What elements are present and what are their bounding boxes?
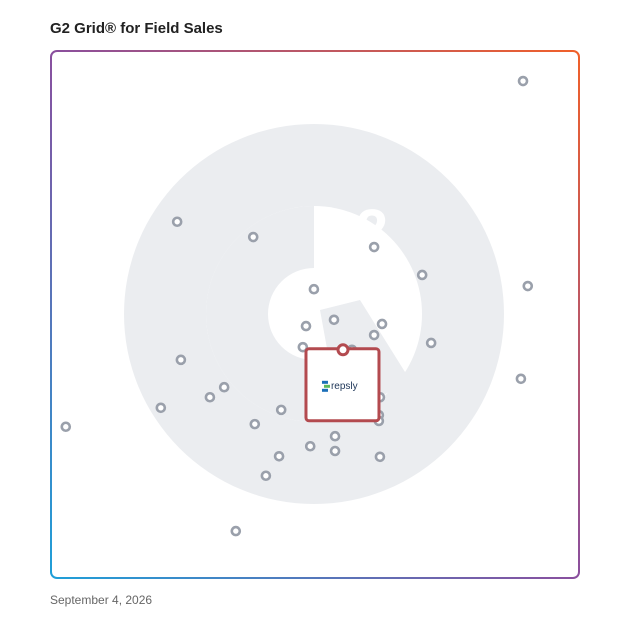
point: [329, 430, 341, 442]
logo-icon: [321, 380, 328, 384]
point: [517, 75, 529, 87]
highlight-label: repsly: [331, 381, 358, 392]
point: [515, 373, 527, 385]
point: [155, 402, 167, 414]
point: [374, 451, 386, 463]
point: [247, 231, 259, 243]
point: [249, 418, 261, 430]
point: [368, 241, 380, 253]
point: [260, 470, 272, 482]
highlight-point: [336, 343, 350, 357]
point: [171, 216, 183, 228]
point: [300, 320, 312, 332]
point: [416, 269, 428, 281]
svg-text:2: 2: [356, 198, 388, 263]
point: [204, 391, 216, 403]
point: [297, 341, 309, 353]
point: [175, 354, 187, 366]
point: [230, 525, 242, 537]
point: [304, 440, 316, 452]
point: [273, 450, 285, 462]
chart-title: G2 Grid® for Field Sales: [50, 20, 223, 37]
point: [368, 329, 380, 341]
logo-icon: [321, 388, 328, 392]
point: [60, 421, 72, 433]
point: [425, 337, 437, 349]
logo-icon: [323, 384, 330, 388]
point: [376, 318, 388, 330]
point: [275, 404, 287, 416]
point: [329, 445, 341, 457]
point: [308, 283, 320, 295]
point: [218, 381, 230, 393]
point: [328, 314, 340, 326]
date: September 4, 2026: [50, 593, 152, 607]
point: [522, 280, 534, 292]
